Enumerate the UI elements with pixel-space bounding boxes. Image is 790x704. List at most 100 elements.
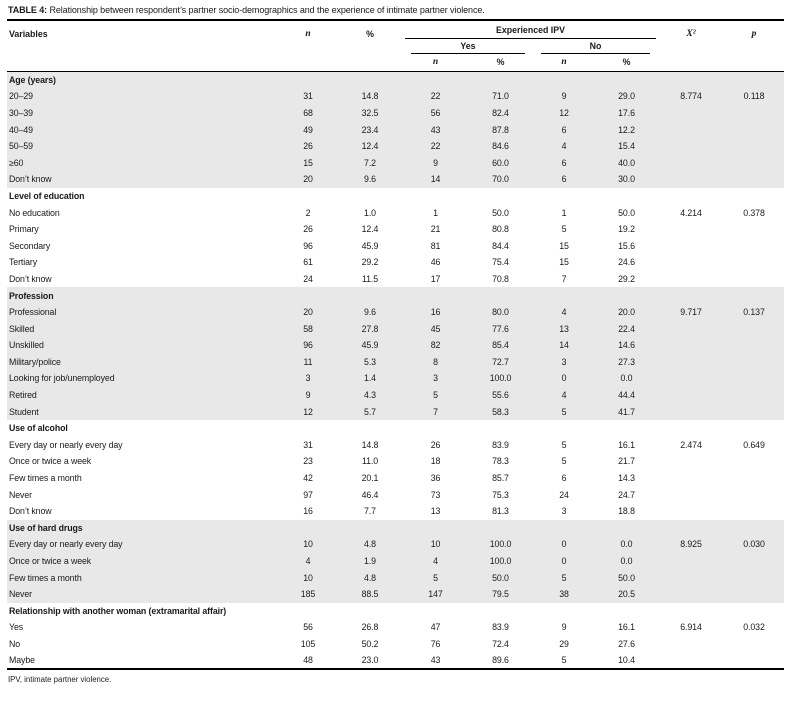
cell-ipv-no-pct: 17.6 [618, 107, 635, 118]
cell-ipv-no-pct: 14.6 [618, 340, 635, 351]
cell-n: 26 [303, 224, 313, 235]
cell-ipv-yes-n: 5 [433, 390, 438, 401]
table-row: Once or twice a week 23 11.0 18 78.3 5 21.7 [7, 453, 784, 470]
table-row: Skilled 58 27.8 45 77.6 13 22.4 [7, 320, 785, 337]
cell-ipv-yes-n: 81 [430, 240, 441, 251]
cell-n: 2 [305, 207, 311, 218]
table-row: No education 2 1.0 1 50.0 1 50.0 4.214 0.378 [7, 204, 784, 221]
cell-pct: 23.4 [361, 124, 379, 135]
cell-pct: 29.2 [361, 257, 379, 268]
cell-variable: Maybe [9, 655, 35, 666]
cell-ipv-no-n: 13 [559, 323, 569, 334]
cell-ipv-no-n: 4 [561, 141, 567, 152]
cell-n: 16 [303, 506, 313, 517]
table-row: Never 185 88.5 147 79.5 38 20.5 [7, 585, 785, 603]
col-header-ipv-yes: Yes [403, 41, 533, 56]
cell-p [724, 138, 784, 155]
cell-n: 20 [303, 307, 313, 318]
cell-chi-square [658, 387, 724, 404]
cell-ipv-no-n: 24 [559, 489, 569, 500]
cell-ipv-no-pct: 44.4 [618, 390, 635, 401]
cell-n: 42 [303, 473, 313, 484]
table-row: Few times a month 10 4.8 5 50.0 5 50.0 [7, 569, 785, 586]
cell-chi-square [658, 337, 724, 354]
cell-ipv-yes-pct: 89.6 [492, 655, 509, 666]
col-header-no-n: n [533, 56, 595, 72]
cell-ipv-no-pct: 20.5 [618, 589, 635, 600]
cell-ipv-yes-n: 45 [430, 323, 441, 334]
cell-pct: 23.0 [361, 655, 379, 666]
table-row: Never 97 46.4 73 75.3 24 24.7 [7, 486, 784, 503]
cell-n: 58 [303, 323, 313, 334]
cell-ipv-yes-pct: 78.3 [492, 456, 509, 467]
cell-variable: Secondary [9, 240, 51, 251]
table-row: Retired 9 4.3 5 55.6 4 44.4 [7, 386, 785, 404]
cell-ipv-yes-n: 14 [430, 174, 441, 185]
cell-ipv-yes-pct: 100.0 [489, 373, 512, 384]
cell-n: 68 [303, 107, 313, 118]
cell-ipv-no-pct: 18.8 [618, 506, 635, 517]
cell-ipv-yes-n: 56 [430, 107, 441, 118]
table-row: 40–49 49 23.4 43 87.8 6 12.2 [7, 121, 785, 138]
cell-pct: 11.5 [361, 273, 379, 284]
cell-n: 185 [300, 589, 316, 600]
cell-ipv-no-n: 6 [561, 473, 567, 484]
table-row: Once or twice a week 4 1.9 4 100.0 0 0.0 [7, 552, 785, 570]
cell-pct: 12.4 [361, 224, 379, 235]
cell-ipv-no-n: 5 [561, 224, 567, 235]
cell-variable: No education [9, 207, 60, 218]
cell-p [724, 636, 784, 653]
cell-p: 0.649 [743, 439, 765, 450]
table-number-label: TABLE 4: [8, 5, 48, 15]
cell-n: 23 [303, 456, 313, 467]
cell-variable: Every day or nearly every day [9, 439, 123, 450]
cell-ipv-no-n: 0 [561, 373, 567, 384]
cell-ipv-yes-pct: 85.7 [492, 473, 509, 484]
cell-p [724, 553, 784, 570]
cell-n: 24 [303, 273, 313, 284]
cell-ipv-yes-pct: 50.0 [492, 207, 509, 218]
cell-n: 11 [303, 356, 313, 367]
cell-ipv-yes-pct: 100.0 [489, 556, 512, 567]
cell-ipv-no-pct: 40.0 [618, 157, 635, 168]
cell-n: 56 [303, 622, 313, 633]
cell-n: 12 [303, 406, 313, 417]
cell-pct: 88.5 [361, 589, 379, 600]
cell-chi-square [658, 403, 724, 420]
cell-ipv-no-pct: 24.6 [618, 257, 635, 268]
col-header-no-pct: % [595, 56, 659, 72]
cell-chi-square: 8.774 [680, 91, 702, 102]
cell-ipv-no-pct: 0.0 [620, 556, 633, 567]
cell-ipv-yes-pct: 100.0 [489, 539, 512, 550]
table-row: Looking for job/unemployed 3 1.4 3 100.0 0 0.0 [7, 370, 785, 387]
cell-n: 9 [305, 390, 311, 401]
cell-pct: 45.9 [361, 240, 379, 251]
cell-pct: 14.8 [361, 439, 379, 450]
table-figure: TABLE 4: Relationship between respondent… [7, 5, 785, 684]
section-title: Relationship with another woman (extrama… [9, 605, 227, 616]
section-title: Level of education [9, 190, 85, 201]
cell-ipv-no-n: 1 [561, 207, 567, 218]
cell-ipv-no-n: 6 [561, 124, 567, 135]
cell-ipv-no-pct: 29.0 [618, 91, 635, 102]
cell-ipv-yes-pct: 75.3 [492, 489, 509, 500]
cell-variable: Military/police [9, 356, 61, 367]
table-row: Student 12 5.7 7 58.3 5 41.7 [7, 403, 785, 420]
cell-ipv-yes-n: 16 [430, 307, 441, 318]
cell-variable: Unskilled [9, 340, 44, 351]
cell-ipv-no-pct: 15.6 [618, 240, 635, 251]
cell-ipv-no-pct: 50.0 [618, 207, 635, 218]
cell-p: 0.378 [743, 207, 765, 218]
cell-ipv-yes-n: 10 [430, 539, 441, 550]
cell-variable: Don’t know [9, 174, 52, 185]
col-header-yes-n: n [403, 56, 468, 72]
cell-p [724, 586, 784, 603]
cell-p [724, 337, 784, 354]
cell-ipv-no-pct: 0.0 [620, 539, 633, 550]
col-header-p: p [751, 29, 757, 39]
cell-pct: 11.0 [361, 456, 379, 467]
cell-p [724, 354, 784, 371]
cell-ipv-no-pct: 21.7 [618, 456, 635, 467]
cell-ipv-no-pct: 50.0 [618, 572, 635, 583]
cell-pct: 32.5 [361, 107, 379, 118]
